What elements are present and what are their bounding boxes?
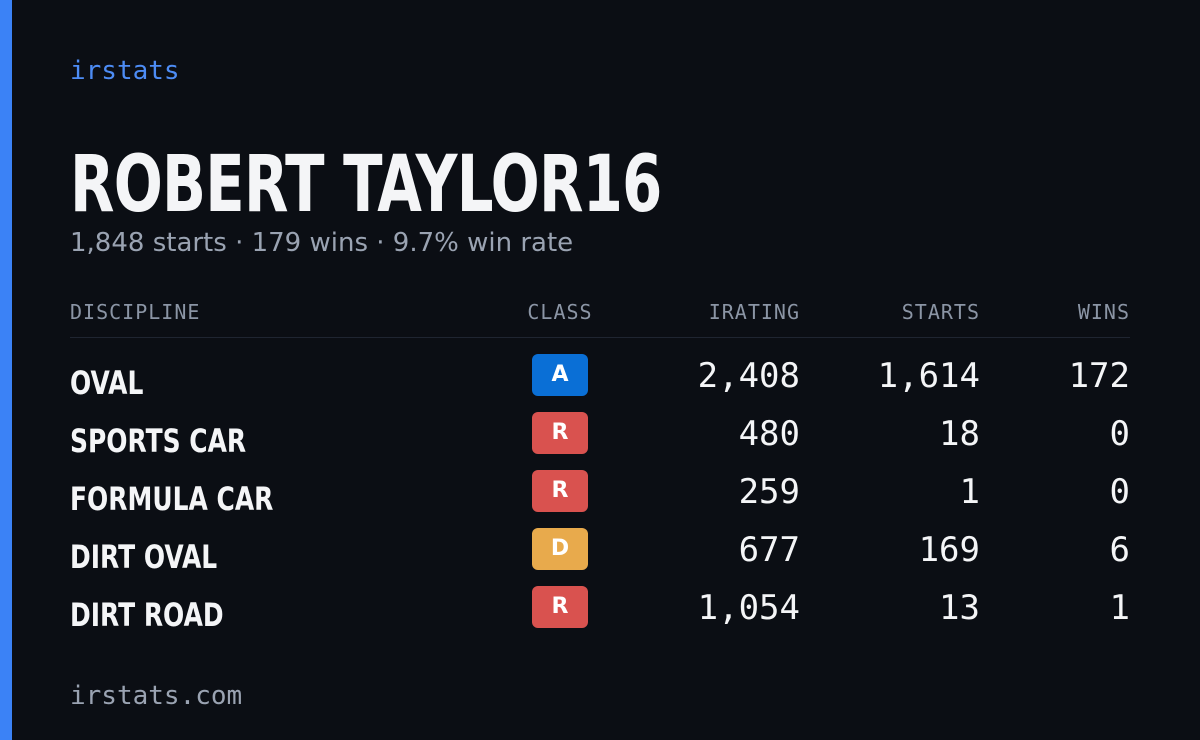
class-badge: A: [532, 354, 588, 396]
discipline: DIRT OVAL: [70, 538, 218, 576]
starts: 1: [959, 472, 980, 512]
wins: 6: [1109, 530, 1130, 570]
wins: 1: [1109, 588, 1130, 628]
starts: 1,614: [877, 356, 980, 396]
irating: 677: [738, 530, 800, 570]
column-header: IRATING: [708, 300, 800, 324]
discipline: OVAL: [70, 364, 144, 402]
discipline: DIRT ROAD: [70, 596, 224, 634]
irating: 2,408: [697, 356, 800, 396]
header-rule: [70, 337, 1130, 338]
column-header: STARTS: [901, 300, 980, 324]
driver-name: ROBERT TAYLOR16: [70, 140, 662, 230]
irating: 259: [738, 472, 800, 512]
wins: 0: [1109, 414, 1130, 454]
class-badge: R: [532, 586, 588, 628]
discipline: SPORTS CAR: [70, 422, 247, 460]
accent-bar: [0, 0, 12, 740]
starts: 13: [939, 588, 980, 628]
irating: 1,054: [697, 588, 800, 628]
column-header: WINS: [1077, 300, 1130, 324]
column-header: DISCIPLINE: [70, 300, 201, 324]
column-header: CLASS: [527, 300, 593, 324]
brand: irstats: [70, 56, 180, 86]
discipline: FORMULA CAR: [70, 480, 274, 518]
summary: 1,848 starts · 179 wins · 9.7% win rate: [70, 228, 574, 258]
footer-url: irstats.com: [70, 681, 243, 711]
starts: 18: [939, 414, 980, 454]
irating: 480: [738, 414, 800, 454]
wins: 172: [1068, 356, 1130, 396]
class-badge: R: [532, 412, 588, 454]
class-badge: R: [532, 470, 588, 512]
starts: 169: [918, 530, 980, 570]
wins: 0: [1109, 472, 1130, 512]
class-badge: D: [532, 528, 588, 570]
